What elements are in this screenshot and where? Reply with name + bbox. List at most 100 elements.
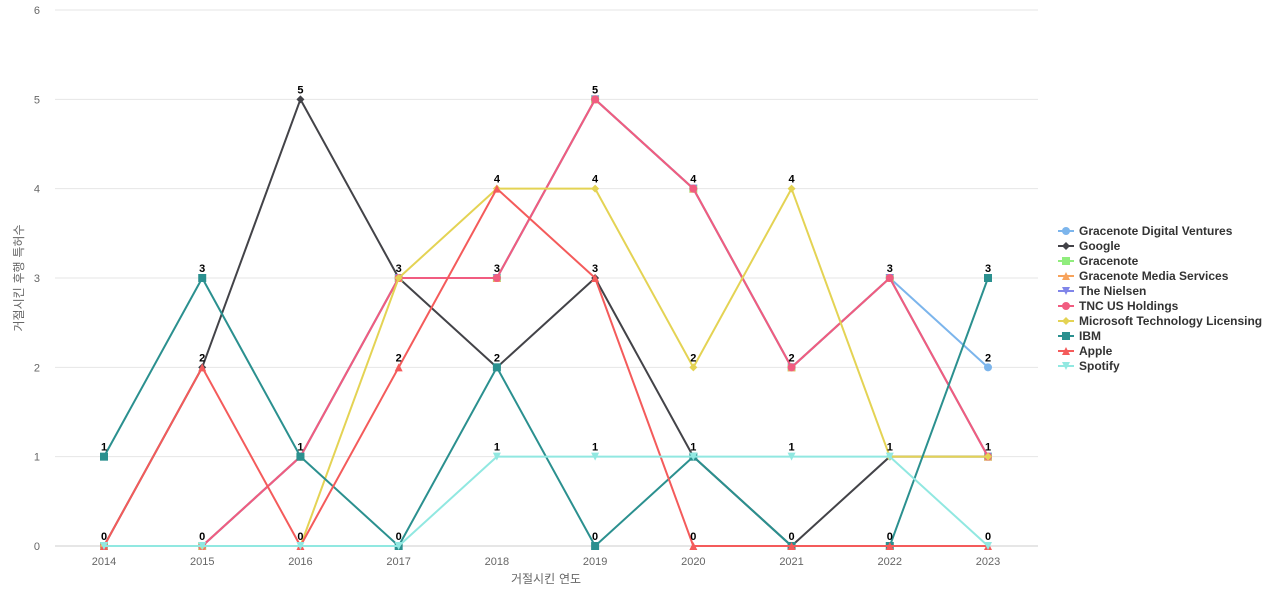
- series-line: [103, 187, 989, 547]
- data-label: 0: [101, 531, 107, 543]
- legend-label: TNC US Holdings: [1079, 299, 1179, 313]
- series-apple: [100, 184, 992, 550]
- data-point: [984, 542, 992, 550]
- x-tick-label: 2019: [583, 556, 607, 568]
- x-axis-title: 거절시킨 연도: [511, 572, 581, 586]
- data-label: 1: [788, 442, 794, 454]
- legend-item-gracenote[interactable]: Gracenote: [1058, 254, 1139, 268]
- legend: Gracenote Digital VenturesGoogleGracenot…: [1058, 224, 1262, 373]
- x-tick-label: 2016: [288, 556, 312, 568]
- data-label: 0: [788, 531, 794, 543]
- data-point: [394, 363, 403, 372]
- data-point: [787, 542, 796, 550]
- legend-item-gracenote-digital-ventures[interactable]: Gracenote Digital Ventures: [1058, 224, 1233, 238]
- y-tick-label: 4: [34, 184, 40, 196]
- y-axis-ticks: 0 1 2 3 4 5 6: [34, 5, 40, 553]
- data-label: 3: [199, 263, 205, 275]
- data-label: 1: [887, 442, 893, 454]
- data-label: 1: [985, 442, 991, 454]
- data-point: [296, 95, 305, 104]
- data-label: 1: [494, 442, 500, 454]
- data-label: 2: [788, 352, 794, 364]
- data-label: 2: [396, 352, 402, 364]
- legend-item-google[interactable]: Google: [1058, 239, 1121, 253]
- legend-label: Gracenote Digital Ventures: [1079, 224, 1233, 238]
- data-label: 0: [690, 531, 696, 543]
- series-google: [100, 95, 992, 550]
- data-label: 0: [887, 531, 893, 543]
- legend-item-apple[interactable]: Apple: [1058, 344, 1113, 358]
- data-point: [198, 363, 207, 372]
- data-point: [689, 184, 698, 193]
- legend-item-the-nielsen[interactable]: The Nielsen: [1058, 284, 1146, 298]
- legend-item-spotify[interactable]: Spotify: [1058, 359, 1120, 373]
- legend-symbol: [1062, 332, 1070, 340]
- legend-label: Gracenote: [1079, 254, 1139, 268]
- x-axis-ticks: 2014 2015 2016 2017 2018 2019 2020 2021 2022 2023: [92, 556, 1000, 568]
- data-label: 0: [592, 531, 598, 543]
- legend-symbol: [1062, 347, 1070, 355]
- data-label: 2: [494, 352, 500, 364]
- legend-item-ibm[interactable]: IBM: [1058, 329, 1101, 343]
- data-point: [591, 184, 600, 193]
- x-tick-label: 2015: [190, 556, 214, 568]
- data-point: [885, 274, 894, 282]
- data-point: [492, 274, 501, 282]
- series-ibm: [100, 274, 992, 550]
- data-point: [984, 363, 992, 372]
- legend-symbol: [1062, 362, 1070, 370]
- series-line: [103, 277, 989, 547]
- data-point: [591, 542, 600, 550]
- data-point: [984, 452, 992, 461]
- data-point: [296, 542, 305, 550]
- data-point: [689, 452, 698, 461]
- legend-symbol: [1062, 227, 1070, 235]
- series-spotify: [100, 452, 992, 550]
- data-label: 0: [297, 531, 303, 543]
- y-tick-label: 2: [34, 362, 40, 374]
- x-tick-label: 2018: [485, 556, 509, 568]
- legend-item-microsoft-technology-licensing[interactable]: Microsoft Technology Licensing: [1058, 314, 1262, 328]
- legend-item-tnc-us-holdings[interactable]: TNC US Holdings: [1058, 299, 1179, 313]
- data-point: [591, 95, 600, 104]
- data-label: 5: [297, 84, 303, 96]
- data-point: [394, 542, 403, 550]
- data-label: 3: [494, 263, 500, 275]
- data-label: 1: [690, 442, 696, 454]
- data-point: [689, 363, 698, 372]
- legend-symbol: [1062, 317, 1070, 325]
- legend-symbol: [1062, 287, 1070, 295]
- x-tick-label: 2023: [976, 556, 1000, 568]
- legend-label: Spotify: [1079, 359, 1120, 373]
- data-label: 2: [985, 352, 991, 364]
- data-point: [100, 542, 108, 550]
- data-label: 4: [592, 174, 599, 186]
- data-label: 2: [690, 352, 696, 364]
- data-point: [296, 452, 305, 461]
- x-tick-label: 2017: [386, 556, 410, 568]
- legend-symbol: [1062, 302, 1070, 310]
- data-point: [787, 363, 796, 372]
- data-point: [492, 184, 501, 193]
- data-point: [787, 452, 796, 461]
- series-line: [103, 455, 989, 547]
- data-label: 5: [592, 84, 598, 96]
- data-point: [787, 184, 796, 193]
- data-label: 2: [199, 352, 205, 364]
- data-point: [591, 274, 600, 282]
- x-tick-label: 2014: [92, 556, 116, 568]
- data-label: 1: [592, 442, 598, 454]
- legend-symbol: [1062, 272, 1070, 280]
- series-line: [103, 98, 989, 547]
- legend-label: Gracenote Media Services: [1079, 269, 1229, 283]
- data-point: [492, 452, 501, 461]
- y-tick-label: 1: [34, 452, 40, 464]
- y-axis-title: 거절시킨 후행 특허수: [11, 225, 26, 332]
- legend-label: Google: [1079, 239, 1121, 253]
- y-tick-label: 3: [34, 273, 40, 285]
- data-point: [591, 452, 600, 461]
- legend-label: Apple: [1079, 344, 1113, 358]
- data-label: 0: [396, 531, 402, 543]
- legend-item-gracenote-media-services[interactable]: Gracenote Media Services: [1058, 269, 1229, 283]
